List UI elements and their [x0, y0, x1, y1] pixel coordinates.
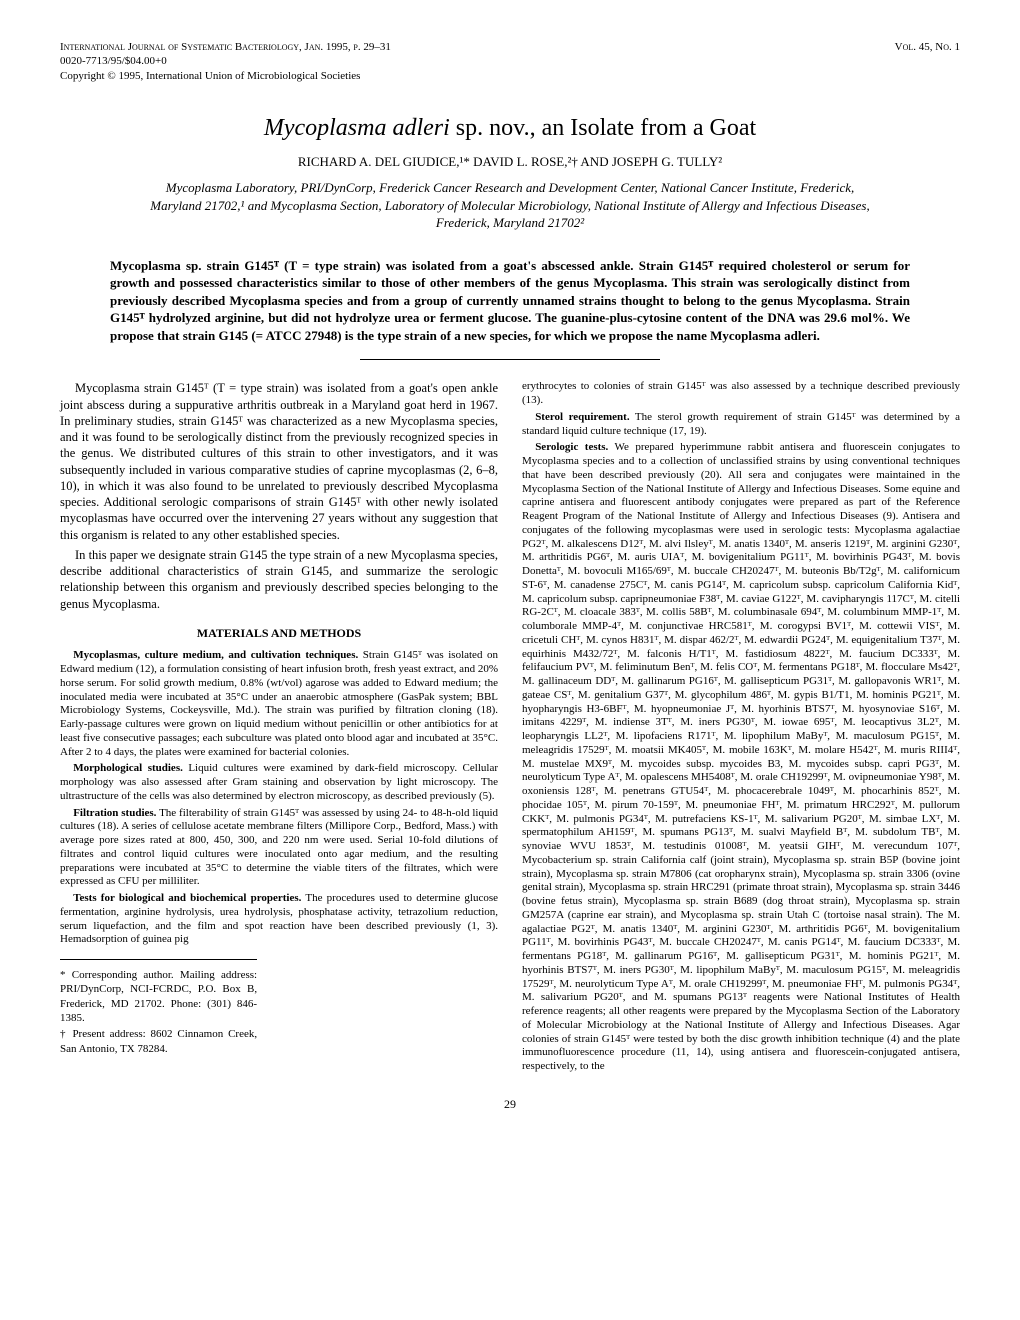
- col2-p1: erythrocytes to colonies of strain G145ᵀ…: [522, 380, 960, 408]
- affiliation: Mycoplasma Laboratory, PRI/DynCorp, Fred…: [140, 179, 880, 232]
- col2-p3-text: We prepared hyperimmune rabbit antisera …: [522, 441, 960, 1072]
- abstract-text: Mycoplasma sp. strain G145ᵀ (T = type st…: [110, 258, 910, 343]
- mm3-head: Filtration studies.: [73, 807, 156, 819]
- mm1-text: Strain G145ᵀ was isolated on Edward medi…: [60, 649, 498, 757]
- col2-serologic: Serologic tests. We prepared hyperimmune…: [522, 441, 960, 1074]
- page-number: 29: [60, 1097, 960, 1113]
- methods-block: Mycoplasmas, culture medium, and cultiva…: [60, 649, 498, 947]
- mm1-head: Mycoplasmas, culture medium, and cultiva…: [73, 649, 358, 661]
- header-line1: International Journal of Systematic Bact…: [60, 40, 391, 54]
- mm4-head: Tests for biological and biochemical pro…: [73, 892, 301, 904]
- mm-cultivation: Mycoplasmas, culture medium, and cultiva…: [60, 649, 498, 759]
- header-line2: 0020-7713/95/$04.00+0: [60, 54, 391, 68]
- mm2-head: Morphological studies.: [73, 762, 183, 774]
- article-title: Mycoplasma adleri sp. nov., an Isolate f…: [60, 113, 960, 144]
- col2-block: erythrocytes to colonies of strain G145ᵀ…: [522, 380, 960, 1074]
- footnote-block: * Corresponding author. Mailing address:…: [60, 959, 257, 1056]
- header-right: Vol. 45, No. 1: [895, 40, 960, 69]
- header-left: International Journal of Systematic Bact…: [60, 40, 391, 69]
- body-columns: Mycoplasma strain G145ᵀ (T = type strain…: [60, 380, 960, 1077]
- col2-sterol: Sterol requirement. The sterol growth re…: [522, 411, 960, 439]
- mm-biochem: Tests for biological and biochemical pro…: [60, 892, 498, 947]
- col2-p2-head: Sterol requirement.: [535, 411, 629, 423]
- title-italic: Mycoplasma adleri: [264, 115, 450, 141]
- journal-header: International Journal of Systematic Bact…: [60, 40, 960, 69]
- abstract: Mycoplasma sp. strain G145ᵀ (T = type st…: [110, 257, 910, 345]
- title-rest: sp. nov., an Isolate from a Goat: [450, 115, 756, 141]
- mm-morphological: Morphological studies. Liquid cultures w…: [60, 762, 498, 803]
- materials-methods-head: MATERIALS AND METHODS: [60, 626, 498, 642]
- authors-line: RICHARD A. DEL GIUDICE,¹* DAVID L. ROSE,…: [60, 154, 960, 171]
- footnote-corresponding: * Corresponding author. Mailing address:…: [60, 968, 257, 1025]
- col2-p3-head: Serologic tests.: [535, 441, 608, 453]
- mm-filtration: Filtration studies. The filterability of…: [60, 807, 498, 890]
- copyright-line: Copyright © 1995, International Union of…: [60, 69, 960, 83]
- separator-rule: [360, 359, 660, 360]
- intro-p1: Mycoplasma strain G145ᵀ (T = type strain…: [60, 380, 498, 543]
- footnote-present-address: † Present address: 8602 Cinnamon Creek, …: [60, 1027, 257, 1056]
- intro-p2: In this paper we designate strain G145 t…: [60, 547, 498, 612]
